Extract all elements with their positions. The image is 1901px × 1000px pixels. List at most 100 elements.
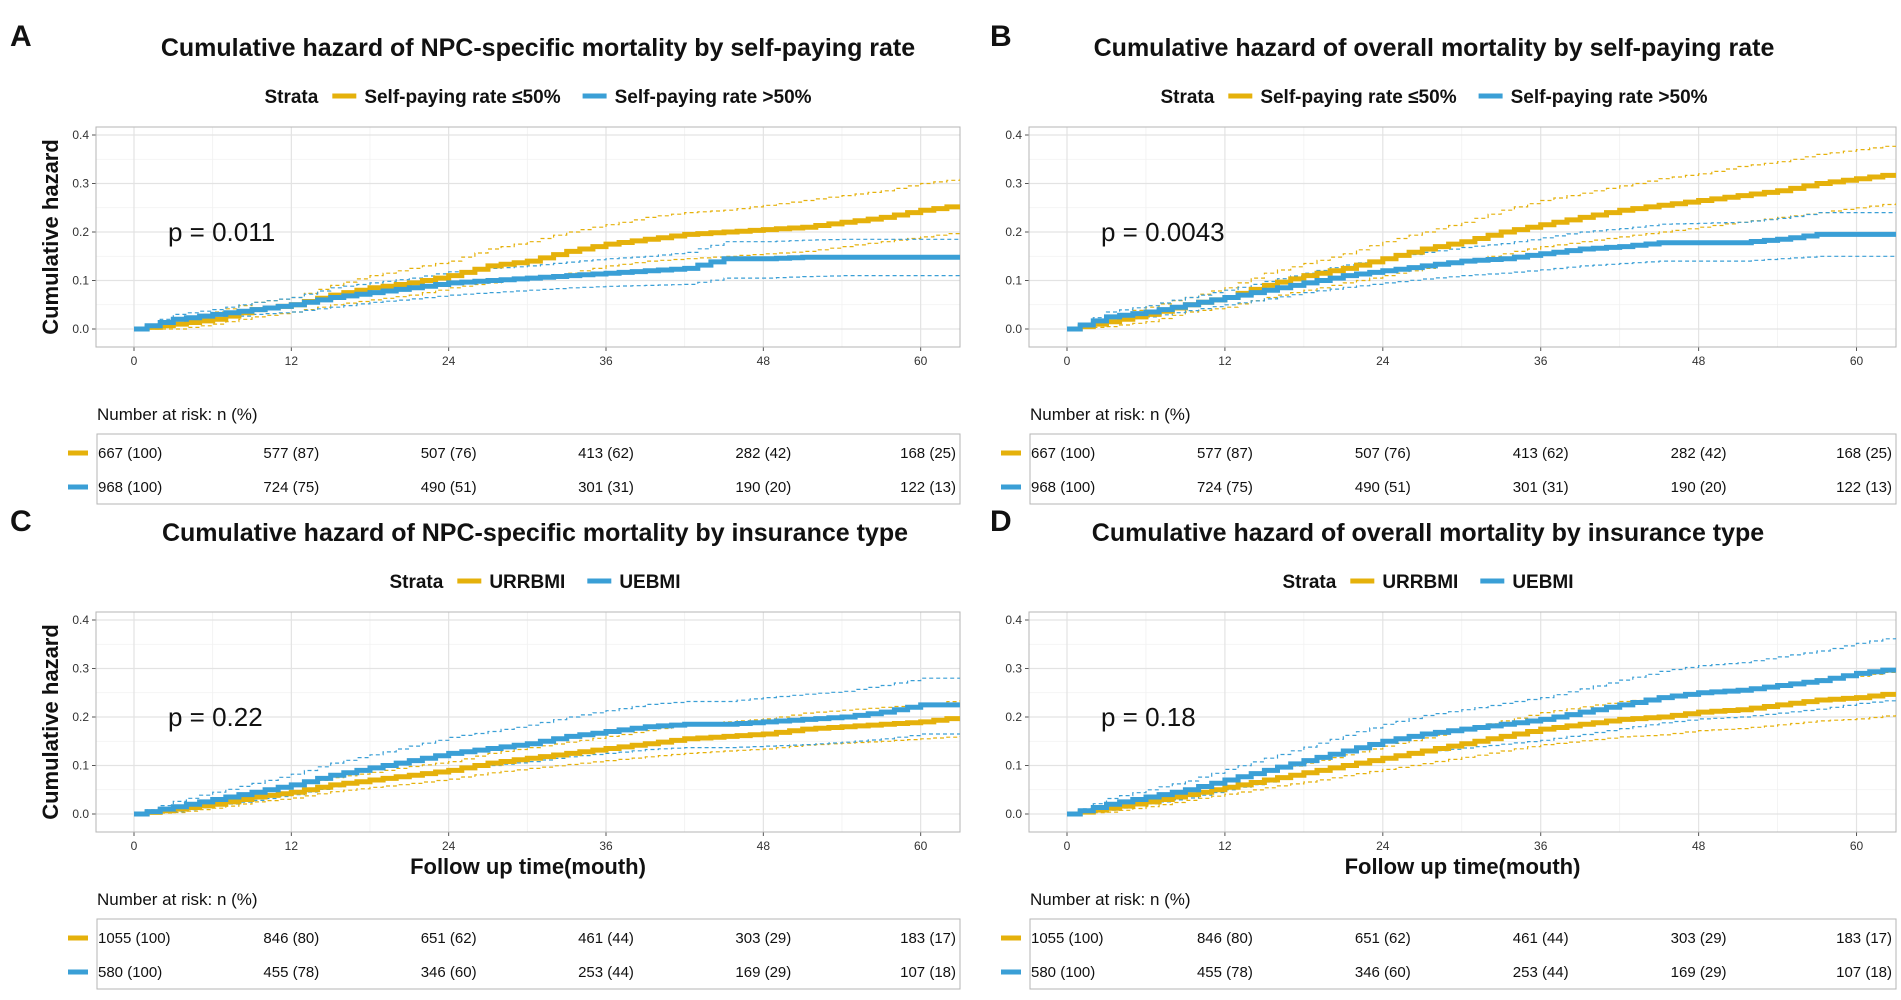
- risk-table-cell: 169 (29): [1671, 964, 1727, 981]
- y-tick-label: 0.3: [72, 177, 89, 191]
- risk-table-cell: 667 (100): [98, 445, 162, 462]
- risk-table-cell: 1055 (100): [1031, 930, 1104, 947]
- x-tick-label: 36: [599, 354, 613, 368]
- risk-table-cell: 577 (87): [1197, 445, 1253, 462]
- risk-table-cell: 490 (51): [1355, 479, 1411, 496]
- series-line: [134, 702, 960, 817]
- legend-title: Strata: [1160, 87, 1214, 108]
- risk-table-cell: 107 (18): [1836, 964, 1892, 981]
- risk-table-cell: 122 (13): [1836, 479, 1892, 496]
- plot-area: 0 12 24 36 48 60 0.0 0.1 0.2 0.3 0.4 p = 0.18 Follow…: [1005, 611, 1897, 879]
- risk-table: Number at risk: n (%) 1055 (100) 846 (80) 6…: [68, 890, 961, 990]
- panel-letter: D: [990, 505, 1012, 538]
- legend: Strata Self-paying rate ≤50% Self-paying r…: [1160, 87, 1707, 108]
- risk-table-cell: 169 (29): [735, 964, 791, 981]
- risk-table-cell: 577 (87): [263, 445, 319, 462]
- x-tick-label: 0: [131, 839, 138, 853]
- x-tick-label: 60: [914, 354, 928, 368]
- risk-table-cell: 303 (29): [1671, 930, 1727, 947]
- series-line: [134, 254, 960, 332]
- x-tick-label: 48: [757, 839, 771, 853]
- legend: Strata URRBMI UEBMI: [1282, 572, 1573, 593]
- ci-upper-line: [134, 677, 960, 815]
- y-tick-label: 0.2: [72, 710, 89, 724]
- ci-lower-line: [1067, 255, 1896, 330]
- plot-frame: [95, 611, 961, 833]
- risk-table-cell: 301 (31): [1513, 479, 1569, 496]
- panel-b: B Cumulative hazard of overall mortality …: [990, 20, 1897, 505]
- x-tick-label: 60: [1850, 839, 1864, 853]
- plot-frame: [95, 126, 961, 348]
- plot-frame: [1028, 126, 1897, 348]
- risk-table-title: Number at risk: n (%): [1030, 890, 1191, 909]
- risk-table-cell: 183 (17): [1836, 930, 1892, 947]
- y-tick-label: 0.4: [1005, 128, 1022, 142]
- x-tick-label: 48: [1692, 839, 1706, 853]
- risk-table-cell: 455 (78): [1197, 964, 1253, 981]
- legend: Strata Self-paying rate ≤50% Self-paying r…: [264, 87, 811, 108]
- risk-table-cell: 190 (20): [735, 479, 791, 496]
- y-tick-label: 0.1: [1005, 759, 1022, 773]
- risk-table-frame: [96, 433, 961, 505]
- p-value: p = 0.18: [1101, 702, 1196, 732]
- panel-letter: B: [990, 20, 1012, 53]
- x-tick-label: 24: [442, 839, 456, 853]
- risk-table-cell: 507 (76): [1355, 445, 1411, 462]
- risk-table-cell: 413 (62): [578, 445, 634, 462]
- x-tick-label: 0: [1064, 354, 1071, 368]
- risk-table-cell: 455 (78): [263, 964, 319, 981]
- risk-table-cell: 346 (60): [1355, 964, 1411, 981]
- risk-table-cell: 253 (44): [1513, 964, 1569, 981]
- chart-title: Cumulative hazard of overall mortality b…: [1092, 519, 1765, 547]
- risk-table-cell: 846 (80): [263, 930, 319, 947]
- x-tick-label: 24: [1376, 354, 1390, 368]
- plot-frame: [1028, 611, 1897, 833]
- x-tick-label: 36: [599, 839, 613, 853]
- y-tick-label: 0.1: [72, 274, 89, 288]
- risk-table-title: Number at risk: n (%): [97, 890, 258, 909]
- x-tick-label: 0: [1064, 839, 1071, 853]
- series-line: [1067, 691, 1896, 817]
- x-tick-label: 12: [1218, 839, 1232, 853]
- risk-table-cell: 190 (20): [1671, 479, 1727, 496]
- panel-letter: A: [10, 20, 32, 53]
- legend-entry: Self-paying rate >50%: [1511, 87, 1708, 108]
- x-tick-label: 36: [1534, 354, 1548, 368]
- x-tick-label: 60: [914, 839, 928, 853]
- series-line: [134, 716, 960, 817]
- x-tick-label: 48: [1692, 354, 1706, 368]
- legend-title: Strata: [1282, 572, 1336, 593]
- x-tick-label: 24: [442, 354, 456, 368]
- p-value: p = 0.011: [168, 217, 275, 247]
- plot-area: 0 12 24 36 48 60 0.0 0.1 0.2 0.3 0.4 p = 0.011 Cumul…: [38, 126, 961, 368]
- risk-table-cell: 1055 (100): [98, 930, 171, 947]
- risk-table-cell: 346 (60): [421, 964, 477, 981]
- legend-title: Strata: [389, 572, 443, 593]
- chart-title: Cumulative hazard of NPC-specific mortal…: [162, 519, 908, 547]
- series-group: [1067, 636, 1896, 817]
- y-tick-label: 0.0: [72, 322, 89, 336]
- risk-table-cell: 282 (42): [1671, 445, 1727, 462]
- risk-table-cell: 724 (75): [263, 479, 319, 496]
- chart-title: Cumulative hazard of overall mortality b…: [1094, 34, 1775, 62]
- risk-table-cell: 667 (100): [1031, 445, 1095, 462]
- risk-table-cell: 413 (62): [1513, 445, 1569, 462]
- x-tick-label: 48: [757, 354, 771, 368]
- risk-table-cell: 651 (62): [421, 930, 477, 947]
- series-group: [1067, 144, 1896, 332]
- risk-table-cell: 461 (44): [1513, 930, 1569, 947]
- ci-lower-line: [1067, 714, 1896, 815]
- x-tick-label: 36: [1534, 839, 1548, 853]
- x-tick-label: 12: [285, 354, 299, 368]
- panel-a: A Cumulative hazard of NPC-specific morta…: [10, 20, 961, 505]
- y-tick-label: 0.2: [1005, 225, 1022, 239]
- y-tick-label: 0.4: [72, 613, 89, 627]
- risk-table-cell: 846 (80): [1197, 930, 1253, 947]
- risk-table-cell: 580 (100): [1031, 964, 1095, 981]
- ci-lower-line: [134, 275, 960, 330]
- risk-table-cell: 253 (44): [578, 964, 634, 981]
- y-tick-label: 0.4: [1005, 613, 1022, 627]
- panel-d: D Cumulative hazard of overall mortality …: [990, 505, 1897, 990]
- y-tick-label: 0.1: [1005, 274, 1022, 288]
